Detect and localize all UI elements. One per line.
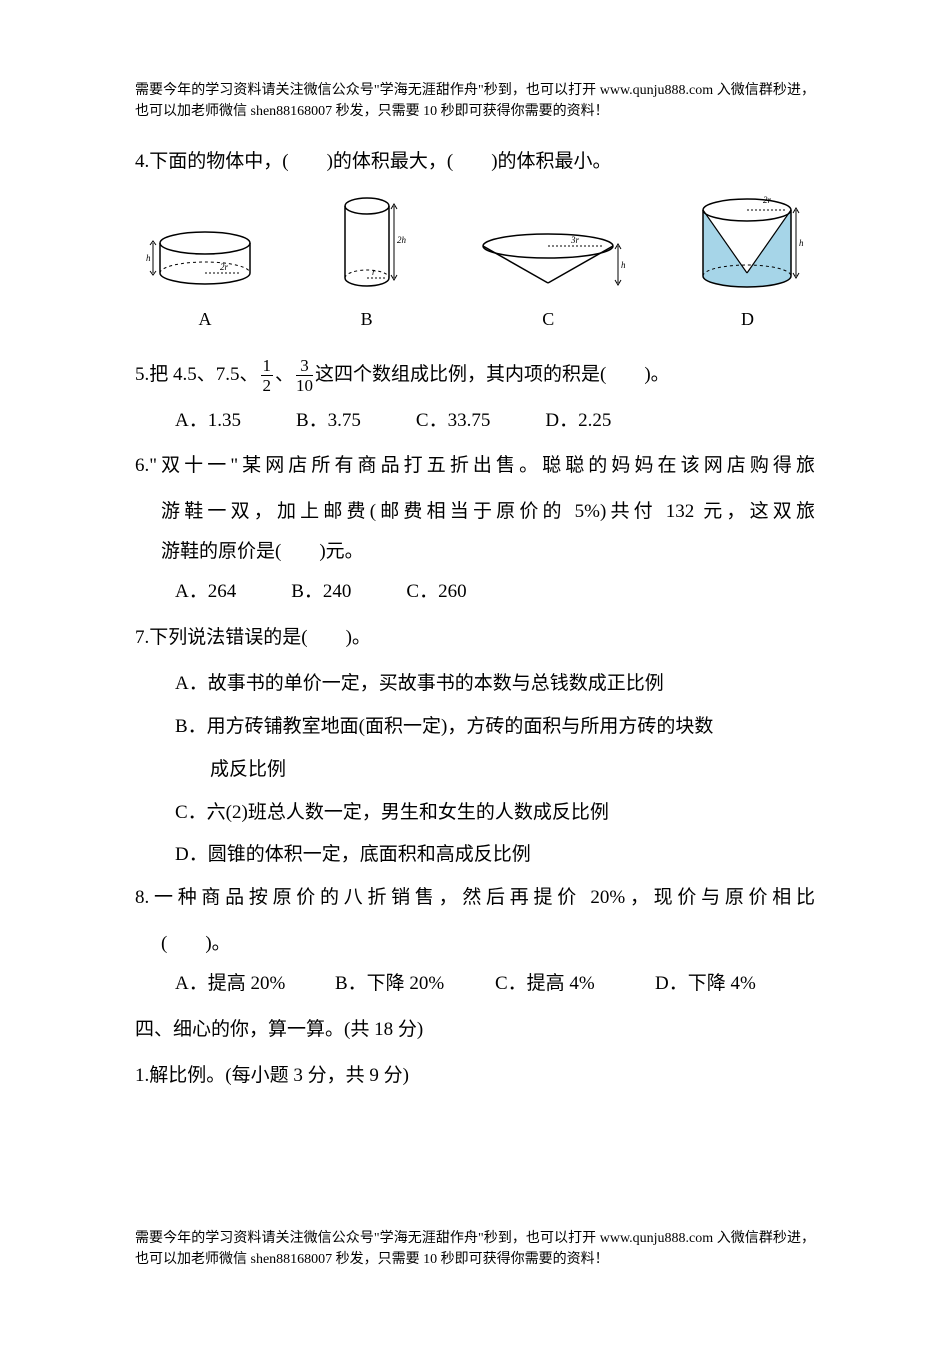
section-4-1: 1.解比例。(每小题 3 分，共 9 分)	[135, 1056, 815, 1096]
cylinder-b-icon: r 2h	[327, 193, 407, 293]
label-d: D	[741, 301, 754, 339]
footer-note: 需要今年的学习资料请关注微信公众号"学海无涯甜作舟"秒到，也可以打开 www.q…	[135, 1228, 815, 1270]
figure-b: r 2h B	[327, 193, 407, 339]
q5-options: A．1.35 B．3.75 C．33.75 D．2.25	[135, 401, 815, 441]
q8-line2: ( )。	[135, 924, 815, 964]
q4-figures: 2r h A r 2h B	[135, 188, 815, 349]
q6-line1: 6."双十一"某网店所有商品打五折出售。聪聪的妈妈在该网店购得旅	[135, 446, 815, 486]
figure-d: 2r h D	[690, 193, 805, 339]
q5-d: D．2.25	[545, 401, 611, 441]
q5-b: B．3.75	[296, 401, 361, 441]
q7-c: C．六(2)班总人数一定，男生和女生的人数成反比例	[135, 793, 815, 833]
q5-a: A．1.35	[175, 401, 241, 441]
section-4: 四、细心的你，算一算。(共 18 分)	[135, 1010, 815, 1050]
q5-suffix: 这四个数组成比例，其内项的积是( )。	[315, 364, 670, 385]
q5-stem: 5.把 4.5、7.5、12、310这四个数组成比例，其内项的积是( )。	[135, 355, 815, 395]
q8-d: D．下降 4%	[655, 964, 815, 1004]
figure-c: 3r h C	[468, 228, 628, 339]
cylinder-a-icon: 2r h	[145, 223, 265, 293]
q7-a: A．故事书的单价一定，买故事书的本数与总钱数成正比例	[135, 664, 815, 704]
q8-options: A．提高 20% B．下降 20% C．提高 4% D．下降 4%	[135, 964, 815, 1004]
svg-text:h: h	[146, 253, 151, 263]
svg-text:r: r	[372, 267, 376, 277]
q6-options: A．264 B．240 C．260	[135, 572, 815, 612]
q7-stem: 7.下列说法错误的是( )。	[135, 618, 815, 658]
svg-text:2h: 2h	[397, 235, 407, 245]
q8-c: C．提高 4%	[495, 964, 655, 1004]
q5-c: C．33.75	[416, 401, 490, 441]
q6-a: A．264	[175, 572, 236, 612]
content: 4.下面的物体中，( )的体积最大，( )的体积最小。 2r h A	[135, 142, 815, 1096]
svg-text:h: h	[799, 238, 804, 248]
fraction-2: 310	[296, 357, 313, 394]
svg-text:3r: 3r	[570, 235, 580, 245]
fraction-1: 12	[261, 357, 274, 394]
q5-prefix: 5.把 4.5、7.5、	[135, 364, 259, 385]
q6-line3: 游鞋的原价是( )元。	[135, 532, 815, 572]
q6-b: B．240	[291, 572, 351, 612]
label-a: A	[199, 301, 212, 339]
q8-a: A．提高 20%	[175, 964, 335, 1004]
q6-line2: 游鞋一双，加上邮费(邮费相当于原价的 5%)共付 132 元，这双旅	[135, 492, 815, 532]
header-note: 需要今年的学习资料请关注微信公众号"学海无涯甜作舟"秒到，也可以打开 www.q…	[135, 80, 815, 122]
label-b: B	[361, 301, 373, 339]
q8-line1: 8.一种商品按原价的八折销售，然后再提价 20%，现价与原价相比	[135, 878, 815, 918]
svg-text:2r: 2r	[220, 262, 229, 272]
q5-mid: 、	[275, 364, 294, 385]
svg-text:h: h	[621, 260, 626, 270]
svg-text:2r: 2r	[763, 195, 772, 205]
q7-b1: B．用方砖铺教室地面(面积一定)，方砖的面积与所用方砖的块数	[135, 707, 815, 747]
label-c: C	[542, 301, 554, 339]
q6-c: C．260	[406, 572, 466, 612]
q7-b2: 成反比例	[135, 750, 815, 790]
cylinder-cone-d-icon: 2r h	[690, 193, 805, 293]
figure-a: 2r h A	[145, 223, 265, 339]
q4-stem: 4.下面的物体中，( )的体积最大，( )的体积最小。	[135, 142, 815, 182]
cone-c-icon: 3r h	[468, 228, 628, 293]
q7-d: D．圆锥的体积一定，底面积和高成反比例	[135, 835, 815, 875]
q8-b: B．下降 20%	[335, 964, 495, 1004]
